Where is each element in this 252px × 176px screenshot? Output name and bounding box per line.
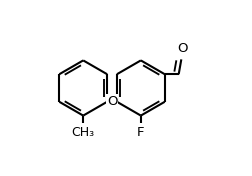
Text: O: O <box>177 42 187 55</box>
Text: CH₃: CH₃ <box>72 126 95 139</box>
Text: F: F <box>137 126 145 139</box>
Text: O: O <box>107 95 117 108</box>
